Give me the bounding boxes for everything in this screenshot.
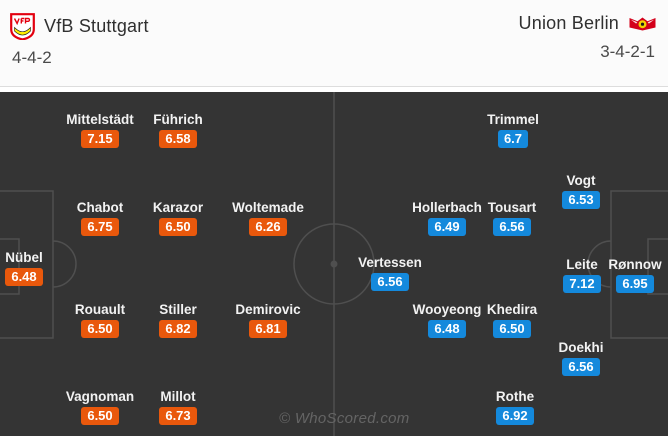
home-team-name[interactable]: VfB Stuttgart: [44, 16, 149, 36]
player-rothe[interactable]: Rothe 6.92: [460, 389, 570, 425]
player-name-label: Leite: [566, 257, 598, 272]
player-name-label: Rouault: [74, 302, 126, 317]
player-nubel[interactable]: Nübel 6.48: [0, 250, 79, 286]
match-header: VfB Stuttgart 4-4-2 Union Berlin 3-4-2-1: [0, 0, 668, 87]
player-rating-badge: 6.75: [81, 218, 119, 236]
player-rating-badge: 6.48: [5, 268, 43, 286]
player-rating-badge: 6.48: [428, 320, 466, 338]
player-leite[interactable]: Leite 7.12: [527, 257, 637, 293]
player-name-label: Hollerbach: [412, 200, 482, 215]
player-rating-badge: 7.12: [563, 275, 601, 293]
player-rating-badge: 6.95: [616, 275, 654, 293]
player-doekhi[interactable]: Doekhi 6.56: [526, 340, 636, 376]
player-rating-badge: 6.56: [562, 358, 600, 376]
player-rating-badge: 6.7: [497, 130, 529, 148]
player-rating-badge: 6.82: [159, 320, 197, 338]
player-tousart[interactable]: Tousart 6.56: [457, 200, 567, 236]
player-name-label: Rønnow: [608, 257, 662, 272]
player-millot[interactable]: Millot 6.73: [123, 389, 233, 425]
away-team-name[interactable]: Union Berlin: [518, 13, 619, 33]
player-name-label: Demirovic: [235, 302, 301, 317]
player-vertessen[interactable]: Vertessen 6.56: [335, 255, 445, 291]
player-vogt[interactable]: Vogt 6.53: [526, 173, 636, 209]
player-name-label: Rothe: [495, 389, 535, 404]
player-karazor[interactable]: Karazor 6.50: [123, 200, 233, 236]
player-chabot[interactable]: Chabot 6.75: [45, 200, 155, 236]
away-team-block: Union Berlin 3-4-2-1: [519, 13, 657, 86]
player-name-label: Vogt: [566, 173, 596, 188]
player-rating-badge: 6.53: [562, 191, 600, 209]
home-team-block: VfB Stuttgart 4-4-2: [10, 13, 149, 86]
whoscored-watermark: © WhoScored.com: [279, 410, 410, 427]
player-rating-badge: 6.56: [493, 218, 531, 236]
pitch: © WhoScored.com Mittelstädt 7.15 Führich 6.…: [0, 92, 668, 436]
player-name-label: Karazor: [152, 200, 204, 215]
player-name-label: Millot: [160, 389, 196, 404]
player-rating-badge: 6.50: [159, 218, 197, 236]
player-vagnoman[interactable]: Vagnoman 6.50: [45, 389, 155, 425]
player-name-label: Führich: [153, 112, 203, 127]
player-r-nnow[interactable]: Rønnow 6.95: [580, 257, 668, 293]
player-name-label: Khedira: [486, 302, 538, 317]
player-mittelstadt[interactable]: Mittelstädt 7.15: [45, 112, 155, 148]
player-name-label: Vertessen: [358, 255, 422, 270]
player-rating-badge: 6.92: [496, 407, 534, 425]
player-rating-badge: 6.50: [493, 320, 531, 338]
player-rating-badge: 6.73: [159, 407, 197, 425]
player-demirovic[interactable]: Demirovic 6.81: [213, 302, 323, 338]
player-name-label: Stiller: [159, 302, 197, 317]
player-name-label: Chabot: [76, 200, 124, 215]
home-formation: 4-4-2: [12, 48, 52, 67]
player-name-label: Nübel: [5, 250, 43, 265]
player-rating-badge: 6.81: [249, 320, 287, 338]
player-rating-badge: 6.26: [249, 218, 287, 236]
away-formation: 3-4-2-1: [600, 42, 655, 61]
player-hollerbach[interactable]: Hollerbach 6.49: [392, 200, 502, 236]
player-khedira[interactable]: Khedira 6.50: [457, 302, 567, 338]
player-name-label: Wooyeong: [412, 302, 482, 317]
player-woltemade[interactable]: Woltemade 6.26: [213, 200, 323, 236]
vfb-stuttgart-logo-icon[interactable]: [10, 13, 35, 40]
player-name-label: Woltemade: [232, 200, 304, 215]
player-rating-badge: 6.50: [81, 320, 119, 338]
player-name-label: Tousart: [487, 200, 537, 215]
player-trimmel[interactable]: Trimmel 6.7: [458, 112, 568, 148]
player-rating-badge: 6.49: [428, 218, 466, 236]
player-name-label: Trimmel: [487, 112, 539, 127]
player-wooyeong[interactable]: Wooyeong 6.48: [392, 302, 502, 338]
player-rating-badge: 6.50: [81, 407, 119, 425]
player-name-label: Doekhi: [558, 340, 604, 355]
player-rating-badge: 7.15: [81, 130, 119, 148]
player-rating-badge: 6.58: [159, 130, 197, 148]
player-name-label: Vagnoman: [65, 389, 135, 404]
player-rating-badge: 6.56: [371, 273, 409, 291]
pitch-markings: [0, 92, 668, 436]
union-berlin-logo-icon[interactable]: [628, 16, 657, 32]
player-fuhrich[interactable]: Führich 6.58: [123, 112, 233, 148]
player-rouault[interactable]: Rouault 6.50: [45, 302, 155, 338]
player-name-label: Mittelstädt: [66, 112, 134, 127]
player-stiller[interactable]: Stiller 6.82: [123, 302, 233, 338]
